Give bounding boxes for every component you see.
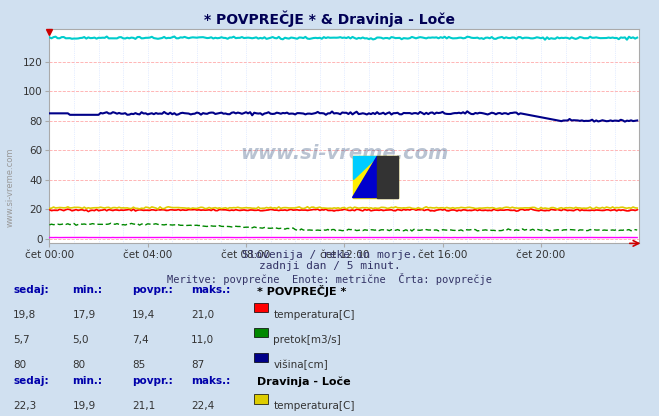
Text: 21,1: 21,1 [132,401,155,411]
Text: 5,7: 5,7 [13,335,30,345]
Bar [378,156,397,198]
Text: min.:: min.: [72,285,103,295]
Text: višina[cm]: višina[cm] [273,360,328,370]
Text: povpr.:: povpr.: [132,285,173,295]
Text: maks.:: maks.: [191,285,231,295]
Polygon shape [353,156,378,198]
Text: pretok[m3/s]: pretok[m3/s] [273,335,341,345]
Text: 19,4: 19,4 [132,310,155,320]
Text: 80: 80 [72,360,86,370]
Text: 22,4: 22,4 [191,401,214,411]
Text: temperatura[C]: temperatura[C] [273,401,355,411]
Text: temperatura[C]: temperatura[C] [273,310,355,320]
Polygon shape [353,156,378,179]
Text: 87: 87 [191,360,204,370]
Text: 22,3: 22,3 [13,401,36,411]
Text: 80: 80 [13,360,26,370]
Text: 17,9: 17,9 [72,310,96,320]
Text: 19,8: 19,8 [13,310,36,320]
Text: Meritve: povprečne  Enote: metrične  Črta: povprečje: Meritve: povprečne Enote: metrične Črta:… [167,273,492,285]
Text: www.si-vreme.com: www.si-vreme.com [5,147,14,227]
Text: min.:: min.: [72,376,103,386]
Text: 7,4: 7,4 [132,335,148,345]
Text: Slovenija / reke in morje.: Slovenija / reke in morje. [242,250,417,260]
Text: zadnji dan / 5 minut.: zadnji dan / 5 minut. [258,261,401,271]
Text: 85: 85 [132,360,145,370]
Text: Dravinja - Loče: Dravinja - Loče [257,376,351,387]
Text: 19,9: 19,9 [72,401,96,411]
Text: povpr.:: povpr.: [132,376,173,386]
Bar [353,156,397,198]
Text: 11,0: 11,0 [191,335,214,345]
Text: 5,0: 5,0 [72,335,89,345]
Text: * POVPREČJE * & Dravinja - Loče: * POVPREČJE * & Dravinja - Loče [204,10,455,27]
Text: maks.:: maks.: [191,376,231,386]
Text: 21,0: 21,0 [191,310,214,320]
Text: www.si-vreme.com: www.si-vreme.com [240,144,449,163]
Text: sedaj:: sedaj: [13,376,49,386]
Text: * POVPREČJE *: * POVPREČJE * [257,285,347,297]
Text: sedaj:: sedaj: [13,285,49,295]
